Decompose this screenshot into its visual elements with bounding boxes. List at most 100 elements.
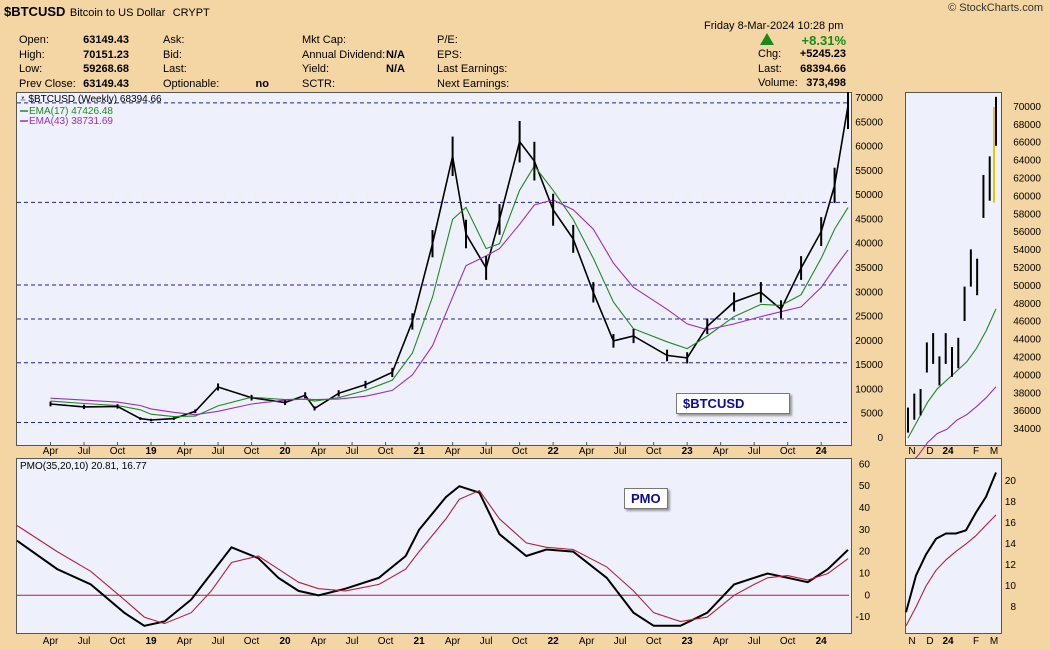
x-tick-label: Oct (512, 446, 528, 457)
x-tick-label: 19 (145, 636, 157, 647)
x-tick-label: Apr (713, 446, 729, 457)
y-tick-label: 64000 (1013, 156, 1041, 167)
x-tick-label: 23 (682, 636, 694, 647)
x-tick-label: Apr (43, 636, 59, 647)
y-tick-label: 62000 (1013, 174, 1041, 185)
y-tick-label: 0 (877, 433, 883, 444)
field-label: P/E: (437, 34, 458, 46)
x-tick-label: Oct (512, 636, 528, 647)
y-tick-label: 50 (859, 481, 871, 492)
x-tick-label: Apr (445, 446, 461, 457)
y-tick-label: 14 (1005, 539, 1017, 550)
y-tick-label: 5000 (861, 409, 884, 420)
x-tick-label: Oct (378, 636, 394, 647)
x-tick-label: Apr (445, 636, 461, 647)
y-tick-label: 20 (859, 547, 871, 558)
x-tick-label: M (990, 446, 998, 457)
x-tick-label: F (973, 636, 979, 647)
zoom-pmo-panel (905, 458, 1002, 634)
y-tick-label: 0 (864, 590, 870, 601)
field-label: EPS: (437, 48, 463, 61)
y-tick-label: 42000 (1013, 352, 1041, 363)
x-tick-label: N (908, 446, 915, 457)
zoom-ema43-line (912, 386, 997, 460)
y-tick-label: 70000 (855, 93, 883, 104)
field-label: Annual Dividend: (302, 48, 386, 61)
zoom-pmo-signal-line (905, 514, 997, 627)
y-tick-label: 46000 (1013, 317, 1041, 328)
x-tick-label: Oct (110, 636, 126, 647)
y-tick-label: 16 (1005, 518, 1017, 529)
y-tick-label: 52000 (1013, 263, 1041, 274)
field-label: Low: (19, 63, 43, 76)
y-tick-label: 40000 (855, 239, 883, 250)
y-tick-label: 10 (859, 568, 871, 579)
field-value: 68394.66 (800, 62, 846, 75)
y-tick-label: 70000 (1013, 102, 1041, 113)
field-label: Next Earnings: (437, 78, 510, 91)
x-tick-label: Oct (244, 446, 260, 457)
y-tick-label: 40000 (1013, 370, 1041, 381)
x-tick-label: Oct (110, 446, 126, 457)
y-tick-label: 18 (1005, 497, 1017, 508)
x-tick-label: Jul (346, 446, 359, 457)
x-tick-label: 19 (145, 446, 157, 457)
pmo-legend: PMO(35,20,10) 20.81, 16.77 (20, 461, 147, 472)
title: $BTCUSD Bitcoin to US Dollar CRYPT (4, 3, 210, 21)
y-tick-label: 8 (1010, 602, 1016, 613)
field-label: SCTR: (302, 78, 335, 91)
x-tick-label: Jul (614, 636, 627, 647)
y-tick-label: 36000 (1013, 406, 1041, 417)
y-tick-label: 55000 (855, 166, 883, 177)
y-tick-label: 56000 (1013, 227, 1041, 238)
x-tick-label: D (926, 636, 933, 647)
legend-price: ⩡ $BTCUSD (Weekly) 68394.66 (20, 94, 162, 105)
y-tick-label: 34000 (1013, 424, 1041, 435)
x-tick-label: 24 (816, 446, 828, 457)
x-tick-label: Jul (480, 636, 493, 647)
y-tick-label: 50000 (855, 190, 883, 201)
legend-ema17: EMA(17) 47426.48 (29, 106, 113, 117)
x-tick-label: Apr (713, 636, 729, 647)
x-tick-label: 23 (682, 446, 694, 457)
pmo-panel (16, 458, 852, 634)
field-label: Last Earnings: (437, 63, 508, 76)
price-chart: 0 5000 10000 15000 20000 25000 30000 35000 40000… (17, 92, 884, 457)
x-tick-label: 24 (942, 446, 954, 457)
field-value: 373,498 (806, 77, 846, 90)
x-tick-label: 21 (414, 636, 426, 647)
x-tick-label: 22 (548, 446, 560, 457)
price-panel (16, 92, 852, 446)
x-tick-label: Oct (378, 446, 394, 457)
field-label: Ask: (163, 34, 185, 46)
y-tick-label: 65000 (855, 117, 883, 128)
zoom-price-panel (905, 92, 1002, 446)
zoom-price-chart: 34000 36000 38000 40000 42000 44000 46000 48000… (907, 96, 1041, 460)
x-tick-label: M (990, 636, 998, 647)
pmo-label: PMO (624, 488, 668, 509)
x-tick-label: 24 (942, 636, 954, 647)
y-tick-label: 66000 (1013, 138, 1041, 149)
x-tick-label: Jul (614, 446, 627, 457)
field-label: Volume: (758, 77, 798, 90)
field-label: Optionable: (163, 78, 220, 91)
price-series-line (50, 105, 849, 421)
quote-date: Friday 8-Mar-2024 10:28 pm (704, 20, 844, 32)
field-label: Open: (19, 34, 49, 46)
field-label: Prev Close: (19, 78, 76, 91)
y-tick-label: 44000 (1013, 335, 1041, 346)
y-tick-label: 50000 (1013, 281, 1041, 292)
x-tick-label: Jul (480, 446, 493, 457)
y-tick-label: 30 (859, 525, 871, 536)
description: Bitcoin to US Dollar (69, 7, 166, 19)
quote-header: $BTCUSD Bitcoin to US Dollar CRYPT © Sto… (0, 0, 1050, 92)
x-tick-label: 21 (414, 446, 426, 457)
field-label: Yield: (302, 63, 330, 76)
x-tick-label: Oct (646, 636, 662, 647)
field-value: no (255, 78, 269, 91)
zoom-pmo-chart: 8 10 12 14 16 18 20 N D 24 F M (905, 472, 1017, 647)
y-tick-label: 20000 (855, 336, 883, 347)
y-tick-label: 54000 (1013, 245, 1041, 256)
chart-symbol-label: $BTCUSD (676, 393, 790, 414)
x-tick-label: Apr (579, 446, 595, 457)
